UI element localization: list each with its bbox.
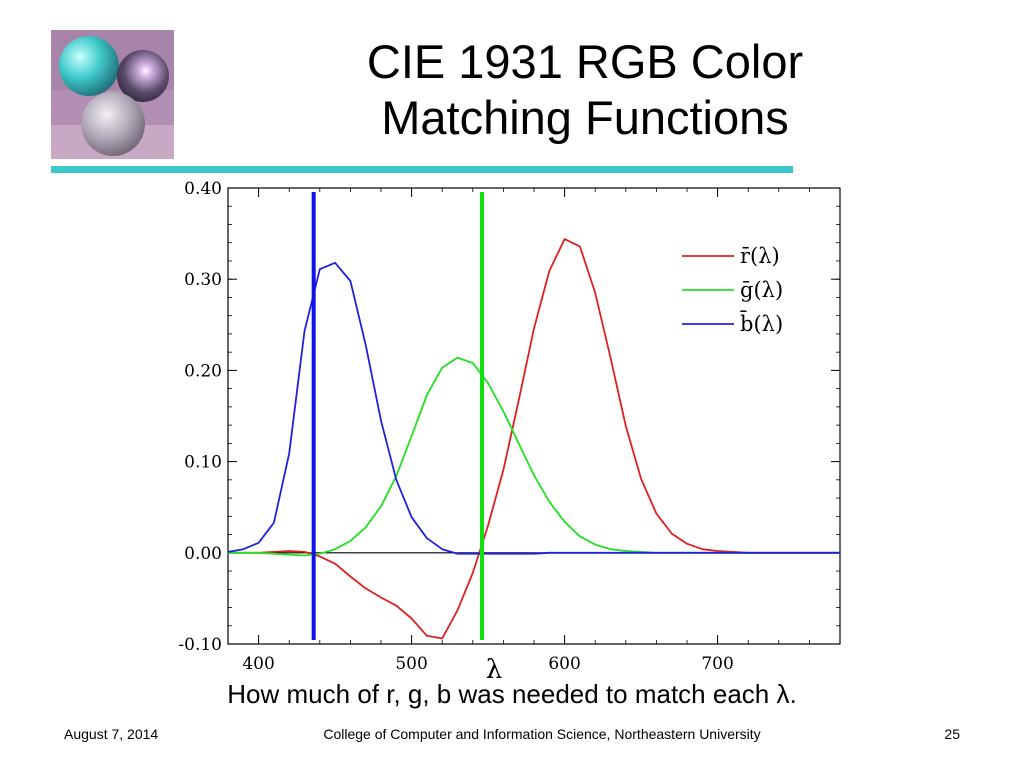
y-tick-label: 0.00: [184, 544, 222, 564]
x-tick-label: 400: [242, 654, 274, 674]
x-tick-label: 500: [395, 654, 427, 674]
x-tick-label: 600: [548, 654, 580, 674]
footer-institution: College of Computer and Information Scie…: [323, 726, 761, 742]
page-title: CIE 1931 RGB Color Matching Functions: [200, 34, 970, 146]
legend-label-1: r̄(λ): [740, 244, 780, 268]
x-tick-label: 700: [701, 654, 733, 674]
y-tick-label: -0.10: [178, 635, 222, 655]
y-tick-label: 0.20: [184, 361, 222, 381]
legend-label-2: ḡ(λ): [740, 278, 783, 302]
legend-label-3: b̄(λ): [740, 310, 784, 336]
title-divider: [51, 166, 793, 173]
y-tick-label: 0.10: [184, 453, 222, 473]
y-tick-label: 0.40: [184, 179, 222, 199]
glass-spheres-logo-icon: [51, 30, 174, 159]
page-number: 25: [944, 726, 960, 742]
x-axis-label: λ: [486, 655, 502, 685]
footer-date: August 7, 2014: [64, 726, 159, 742]
series-line-3: [227, 261, 840, 555]
title-line-1: CIE 1931 RGB Color: [366, 35, 804, 88]
y-tick-label: 0.30: [184, 270, 222, 290]
title-line-2: Matching Functions: [381, 91, 789, 144]
slide-caption: How much of r, g, b was needed to match …: [227, 679, 797, 709]
series-line-2: [228, 356, 840, 557]
